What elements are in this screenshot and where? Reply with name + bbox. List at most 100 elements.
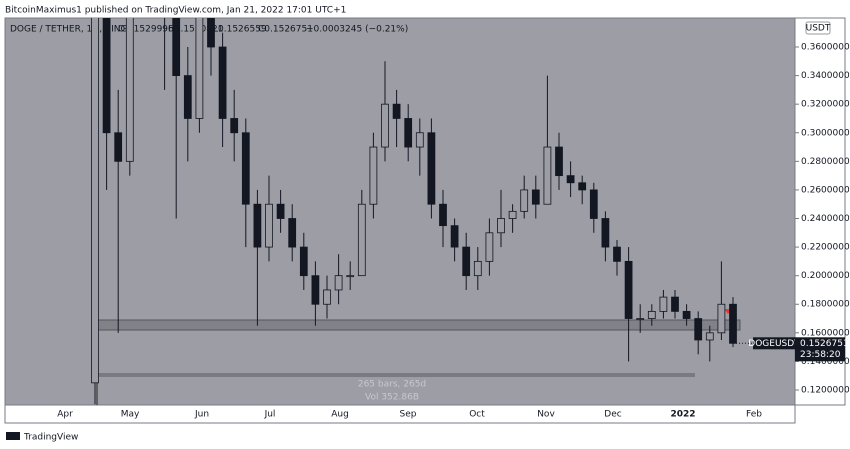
candle-body — [299, 246, 308, 277]
candle-body — [543, 146, 552, 205]
candle-body — [241, 132, 250, 205]
candle-body — [183, 75, 192, 119]
candle-body — [485, 232, 494, 262]
symbol-title: DOGE / TETHER, 1D, BINGX — [10, 25, 134, 35]
lower-zone — [97, 373, 695, 377]
x-tick-label: Oct — [469, 410, 485, 420]
range-info: 265 bars, 265d — [358, 380, 426, 390]
candle-body — [717, 303, 726, 334]
candle-body — [497, 218, 505, 234]
y-tick-label: 0.2600000 — [801, 185, 850, 195]
y-tick-label: 0.3400000 — [801, 71, 850, 81]
x-tick-label: Jun — [194, 410, 209, 420]
brand: TradingView — [23, 433, 78, 443]
candle-body — [311, 275, 320, 305]
candle-body — [705, 332, 714, 341]
change-info: −0.0003245 (−0.21%) — [306, 25, 408, 35]
y-tick-label: 0.2200000 — [801, 243, 850, 253]
y-tick-label: 0.2400000 — [801, 214, 850, 224]
candle-body — [195, 18, 204, 119]
candle-body — [346, 275, 355, 278]
x-tick-label: Jul — [264, 410, 276, 420]
open-info: O0.1529996 — [118, 25, 174, 35]
y-tick-label: 0.1800000 — [801, 300, 850, 310]
y-tick-label: 0.3600000 — [801, 43, 850, 53]
candle-body — [473, 260, 482, 277]
candle-body — [91, 18, 99, 384]
candle-body — [682, 310, 691, 319]
candles — [91, 18, 737, 405]
candle-body — [694, 318, 703, 341]
candle-body — [589, 189, 598, 219]
candle-body — [218, 46, 227, 119]
time-axis — [4, 404, 796, 424]
candle-body — [578, 182, 587, 191]
candle-body — [102, 18, 111, 134]
candle-body — [404, 118, 413, 148]
candle-body — [392, 103, 401, 119]
candle-body — [671, 296, 679, 312]
candle-body — [439, 203, 447, 227]
x-tick-label: Feb — [746, 410, 762, 420]
candle-body — [659, 296, 668, 312]
candle-body — [230, 118, 239, 134]
candle-body — [288, 218, 297, 248]
candle-body — [555, 146, 563, 177]
candle-body — [381, 103, 389, 148]
publisher-line: BitcoinMaximus1 published on TradingView… — [5, 6, 346, 16]
candle-body — [369, 146, 378, 205]
support-zone — [96, 319, 741, 331]
candle-body — [415, 132, 424, 148]
candle-body — [276, 203, 285, 219]
close-info: C0.1526751 — [258, 25, 313, 35]
candle-body — [207, 18, 215, 48]
x-tick-label: Dec — [604, 410, 621, 420]
candle-body — [125, 18, 134, 162]
candle-body — [729, 303, 737, 344]
candle-body — [531, 189, 540, 205]
candle-body — [520, 189, 529, 212]
candle-body — [427, 132, 436, 205]
candle-body — [647, 310, 656, 319]
candle-body — [624, 260, 633, 319]
candle-body — [253, 203, 262, 248]
x-tick-label: Aug — [331, 410, 349, 420]
y-tick-label: 0.1200000 — [801, 385, 850, 395]
y-tick-label: 0.2800000 — [801, 157, 850, 167]
x-tick-label: 2022 — [670, 410, 695, 420]
candle-body — [323, 289, 331, 305]
currency-box — [805, 21, 831, 35]
candle-body — [334, 275, 343, 291]
candle-body — [508, 210, 517, 219]
x-tick-label: Apr — [57, 410, 73, 420]
symbol-badge — [753, 337, 795, 350]
y-tick-label: 0.3000000 — [801, 128, 850, 138]
candle-body — [601, 218, 610, 248]
candle-body — [265, 203, 273, 248]
candle-body — [613, 246, 621, 262]
price-badge — [795, 337, 845, 362]
plot-area — [4, 17, 796, 406]
y-tick-label: 0.1400000 — [801, 357, 850, 367]
volume-info: Vol 352.86B — [365, 393, 419, 403]
x-tick-label: Nov — [537, 410, 555, 420]
symbol-label: DOGEUSDT — [748, 339, 800, 349]
currency: USDT — [806, 24, 831, 34]
y-tick-label: 0.1600000 — [801, 328, 850, 338]
footer-logo: TradingView — [6, 432, 78, 443]
y-tick-label: 0.3200000 — [801, 100, 850, 110]
x-tick-label: May — [121, 410, 140, 420]
countdown: 23:58:20 — [800, 350, 841, 360]
y-tick-label: 0.2000000 — [801, 271, 850, 281]
candle-body — [114, 132, 123, 162]
last-price-label: 0.1526751 — [800, 339, 849, 349]
candle-body — [172, 18, 181, 76]
candle-body — [357, 203, 366, 277]
x-tick-label: Sep — [400, 410, 417, 420]
candle-body — [450, 225, 459, 248]
candle-body — [462, 246, 471, 277]
low-info: L0.1526559 — [213, 25, 267, 35]
candle-body — [636, 318, 645, 320]
candle-body — [566, 175, 575, 184]
